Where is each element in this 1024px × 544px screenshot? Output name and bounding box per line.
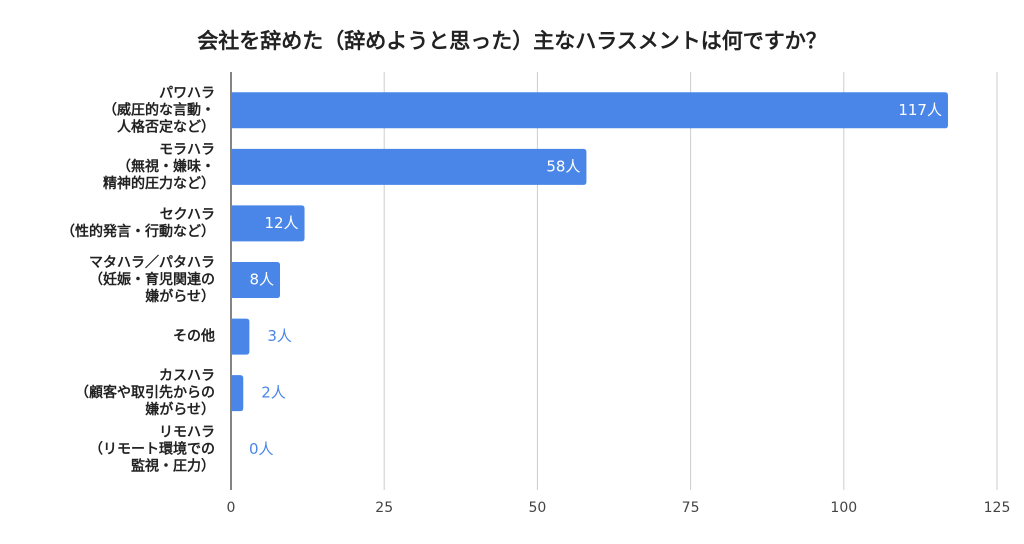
x-tick-label: 75 [682,500,700,516]
value-label: 12人 [264,214,298,232]
category-label-line: モラハラ [159,142,215,158]
value-label: 58人 [546,157,580,175]
category-label-line: リモハラ [159,425,215,441]
bar [231,92,948,129]
bar [231,205,305,242]
x-tick-label: 100 [830,500,857,516]
category-label-line: カスハラ [159,368,215,384]
category-label-line: マタハラ／パタハラ [89,255,215,271]
value-label: 0人 [249,440,274,458]
chart-title: 会社を辞めた（辞めようと思った）主なハラスメントは何ですか？ [197,29,827,53]
category-label: カスハラ（顧客や取引先からの嫌がらせ） [75,368,215,418]
category-label: マタハラ／パタハラ（妊娠・育児関連の嫌がらせ） [89,255,215,305]
category-label-line: 嫌がらせ） [145,401,215,418]
x-tick-label: 25 [375,500,393,516]
category-label: パワハラ（威圧的な言動・人格否定など） [103,85,215,135]
category-label-line: （妊娠・育児関連の [89,271,215,288]
bar [231,318,250,355]
bar [231,375,244,412]
value-label: 3人 [267,327,292,345]
category-label-line: 監視・圧力） [131,458,215,475]
category-label-line: その他 [173,328,215,345]
bar [231,262,281,298]
category-label-line: パワハラ [159,85,215,101]
x-tick-label: 125 [984,500,1011,516]
bar [231,148,587,185]
category-label-line: （リモート環境での [89,441,215,458]
x-tick-label: 50 [528,500,546,516]
category-label-line: 嫌がらせ） [145,288,215,305]
category-label: その他 [173,328,215,345]
category-label-line: （威圧的な言動・ [103,101,215,118]
category-label-line: （顧客や取引先からの [75,384,215,401]
category-label: セクハラ（性的発言・行動など） [61,207,215,240]
category-label-line: セクハラ [160,207,215,223]
category-label-line: 人格否定など） [117,118,215,135]
value-label: 117人 [898,101,942,119]
category-label-line: 精神的圧力など） [103,175,215,192]
category-label-line: （性的発言・行動など） [61,223,215,240]
category-label: モラハラ（無視・嫌味・精神的圧力など） [103,142,215,192]
category-label-line: （無視・嫌味・ [117,158,215,175]
value-label: 2人 [261,384,286,402]
category-label: リモハラ（リモート環境での監視・圧力） [89,425,215,475]
value-label: 8人 [249,271,274,289]
x-tick-label: 0 [227,500,236,516]
